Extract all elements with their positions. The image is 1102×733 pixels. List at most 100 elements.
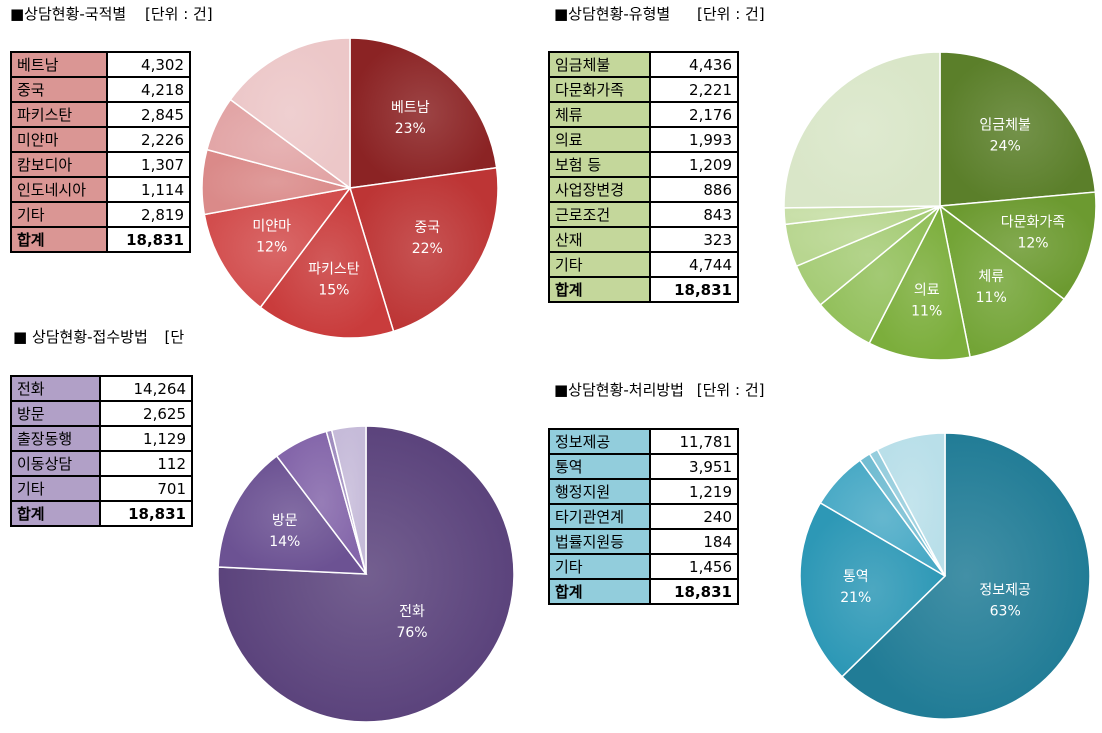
table-row: 행정지원 1,219 xyxy=(547,478,739,505)
table-row: 다문화가족 2,221 xyxy=(547,76,739,103)
slice-label-name: 베트남 xyxy=(391,100,430,116)
table-row: 인도네시아 1,114 xyxy=(9,176,191,203)
row-label: 캄보디아 xyxy=(9,151,109,178)
row-value: 1,129 xyxy=(98,425,194,452)
pie-slice-0 xyxy=(349,37,498,189)
slice-label-percent: 15% xyxy=(318,283,349,299)
pie-slice-1 xyxy=(799,501,947,678)
total-value: 18,831 xyxy=(106,226,191,253)
row-label: 기타 xyxy=(10,475,101,502)
row-value: 843 xyxy=(649,201,739,228)
panel-title-type: ■상담현황-유형별 [단위 : 건] xyxy=(554,3,765,24)
slice-label-percent: 76% xyxy=(396,625,427,641)
title-text: ■상담현황-처리방법 xyxy=(554,381,684,399)
row-value: 2,226 xyxy=(106,126,191,153)
row-value: 2,176 xyxy=(649,101,739,128)
row-label: 근로조건 xyxy=(547,201,652,228)
pie-slice-4 xyxy=(330,425,367,575)
slice-label-name: 미얀마 xyxy=(252,219,291,235)
total-value: 18,831 xyxy=(649,276,739,303)
table-row: 사업장변경 886 xyxy=(547,176,739,203)
row-value: 1,993 xyxy=(649,126,739,153)
table-row: 방문 2,625 xyxy=(10,400,194,427)
slice-label-name: 임금체불 xyxy=(979,118,1031,134)
row-label: 기타 xyxy=(547,553,652,580)
row-value: 4,218 xyxy=(106,76,191,103)
slice-label-name: 다문화가족 xyxy=(1001,214,1066,230)
table-row: 미얀마 2,226 xyxy=(9,126,191,153)
slice-label-percent: 12% xyxy=(256,240,287,256)
row-label: 체류 xyxy=(547,101,652,128)
slice-label-percent: 63% xyxy=(990,604,1021,620)
row-value: 14,264 xyxy=(98,375,194,402)
slice-label-name: 파키스탄 xyxy=(308,262,360,278)
row-label: 이동상담 xyxy=(10,450,101,477)
row-value: 886 xyxy=(649,176,739,203)
pie-slice-1 xyxy=(217,454,368,575)
slice-label-percent: 23% xyxy=(395,121,426,137)
row-label: 사업장변경 xyxy=(547,176,652,203)
table-row: 법률지원등 184 xyxy=(547,528,739,555)
panel-title-intake: ■ 상담현황-접수방법 [단 xyxy=(13,326,184,347)
row-value: 112 xyxy=(98,450,194,477)
row-value: 4,436 xyxy=(649,51,739,78)
table-row: 임금체불 4,436 xyxy=(547,51,739,78)
table-row: 파키스탄 2,845 xyxy=(9,101,191,128)
type-table: 임금체불 4,436 다문화가족 2,221 체류 2,176 의료 1,993 보험 등 1,2… xyxy=(547,51,739,303)
slice-label-name: 전화 xyxy=(399,604,425,620)
row-label: 정보제공 xyxy=(547,428,652,455)
table-row: 기타 701 xyxy=(10,475,194,502)
table-row: 근로조건 843 xyxy=(547,201,739,228)
row-value: 3,951 xyxy=(649,453,739,480)
row-value: 2,221 xyxy=(649,76,739,103)
slice-label-name: 통역 xyxy=(843,569,869,585)
row-label: 베트남 xyxy=(9,51,109,78)
nationality-table: 베트남 4,302 중국 4,218 파키스탄 2,845 미얀마 2,226 캄보디아 1,30… xyxy=(9,51,191,253)
table-row: 정보제공 11,781 xyxy=(547,428,739,455)
panel-title-nationality: ■상담현황-국적별 [단위 : 건] xyxy=(10,3,213,24)
total-value: 18,831 xyxy=(649,578,739,605)
row-label: 통역 xyxy=(547,453,652,480)
row-label: 인도네시아 xyxy=(9,176,109,203)
table-row: 캄보디아 1,307 xyxy=(9,151,191,178)
type-pie: 임금체불 24% 다문화가족 12% 체류 11% 의료 11% xyxy=(783,51,1097,361)
slice-label-percent: 14% xyxy=(269,534,300,550)
slice-label-name: 방문 xyxy=(272,513,298,529)
pie-slice-0 xyxy=(841,432,1091,720)
table-row: 기타 1,456 xyxy=(547,553,739,580)
table-row: 의료 1,993 xyxy=(547,126,739,153)
unit-text: [단위 : 건] xyxy=(144,5,213,23)
row-label: 산재 xyxy=(547,226,652,253)
pie-slice-1 xyxy=(937,191,1097,301)
pie-slice-2 xyxy=(259,186,395,339)
pie-slice-6 xyxy=(229,37,351,190)
table-row: 통역 3,951 xyxy=(547,453,739,480)
row-value: 1,307 xyxy=(106,151,191,178)
handling-pie: 정보제공 63% 통역 21% xyxy=(799,432,1091,720)
row-label: 출장동행 xyxy=(10,425,101,452)
row-value: 11,781 xyxy=(649,428,739,455)
title-text: ■상담현황-유형별 xyxy=(554,5,671,23)
title-text: ■상담현황-국적별 xyxy=(10,5,127,23)
table-row: 산재 323 xyxy=(547,226,739,253)
row-value: 1,219 xyxy=(649,478,739,505)
row-value: 1,209 xyxy=(649,151,739,178)
row-label: 의료 xyxy=(547,126,652,153)
row-value: 4,302 xyxy=(106,51,191,78)
unit-text: [단위 : 건] xyxy=(696,381,765,399)
pie-slice-3 xyxy=(868,203,972,361)
row-value: 1,456 xyxy=(649,553,739,580)
slice-label-name: 체류 xyxy=(978,269,1004,285)
table-row: 체류 2,176 xyxy=(547,101,739,128)
intake-pie: 전화 76% 방문 14% xyxy=(217,425,515,723)
unit-text: [단위 : 건] xyxy=(696,5,765,23)
table-row: 출장동행 1,129 xyxy=(10,425,194,452)
table-row: 보험 등 1,209 xyxy=(547,151,739,178)
table-row: 전화 14,264 xyxy=(10,375,194,402)
row-value: 184 xyxy=(649,528,739,555)
table-row: 이동상담 112 xyxy=(10,450,194,477)
total-row: 합계 18,831 xyxy=(547,276,739,303)
slice-label-name: 의료 xyxy=(914,283,940,299)
panel-title-handling: ■상담현황-처리방법 [단위 : 건] xyxy=(554,379,764,400)
row-value: 2,845 xyxy=(106,101,191,128)
